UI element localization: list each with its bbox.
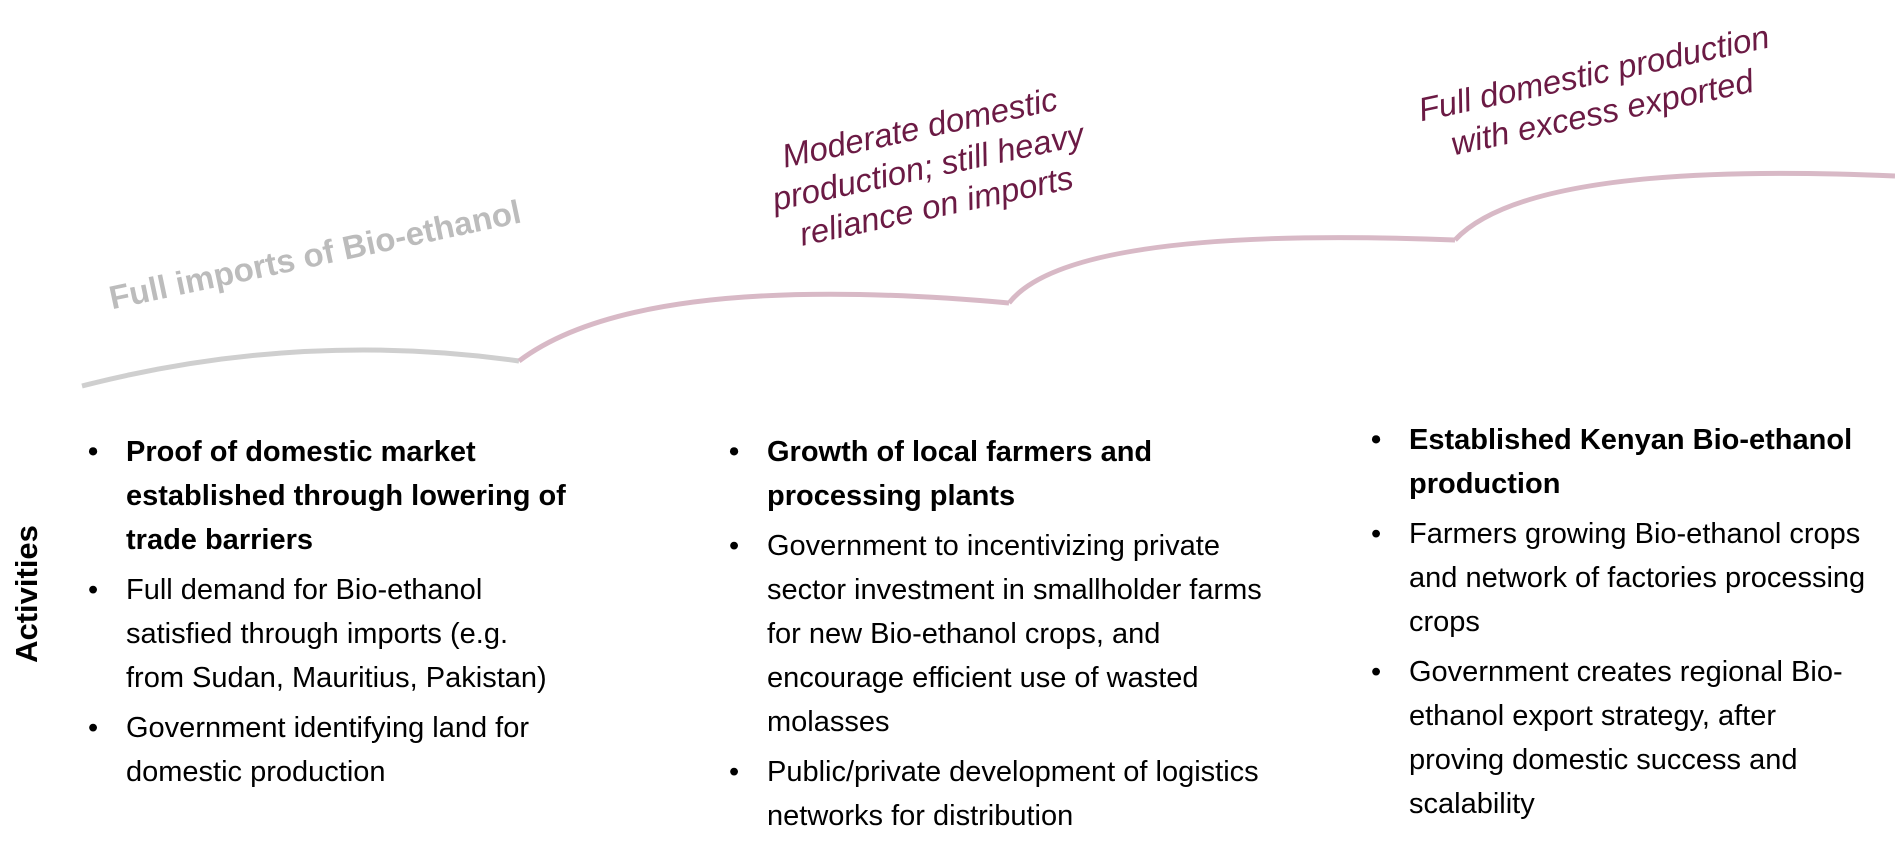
bullet-item: Farmers growing Bio-ethanol crops and ne… [1371, 512, 1869, 644]
bullet-list: Proof of domestic market established thr… [86, 430, 566, 794]
column: Proof of domestic market established thr… [86, 430, 566, 800]
bullet-item: Full demand for Bio-ethanol satisfied th… [88, 568, 566, 700]
bullet-item: Government to incentivizing private sect… [729, 524, 1267, 744]
arc-segment [1007, 235, 1456, 305]
bullet-item: Proof of domestic market established thr… [88, 430, 566, 562]
arc-segment [81, 347, 520, 389]
side-label: Activities [9, 525, 44, 663]
bullet-item: Public/private development of logistics … [729, 750, 1267, 838]
arc-segment [517, 291, 1010, 363]
bullet-item: Government creates regional Bio-ethanol … [1371, 650, 1869, 826]
bullet-list: Growth of local farmers and processing p… [727, 430, 1267, 838]
column: Growth of local farmers and processing p… [727, 430, 1267, 844]
bullet-item: Established Kenyan Bio-ethanol productio… [1371, 418, 1869, 506]
column: Established Kenyan Bio-ethanol productio… [1369, 418, 1869, 832]
bullet-item: Government identifying land for domestic… [88, 706, 566, 794]
arc-segment [1453, 170, 1895, 242]
bullet-item: Growth of local farmers and processing p… [729, 430, 1267, 518]
bullet-list: Established Kenyan Bio-ethanol productio… [1369, 418, 1869, 826]
